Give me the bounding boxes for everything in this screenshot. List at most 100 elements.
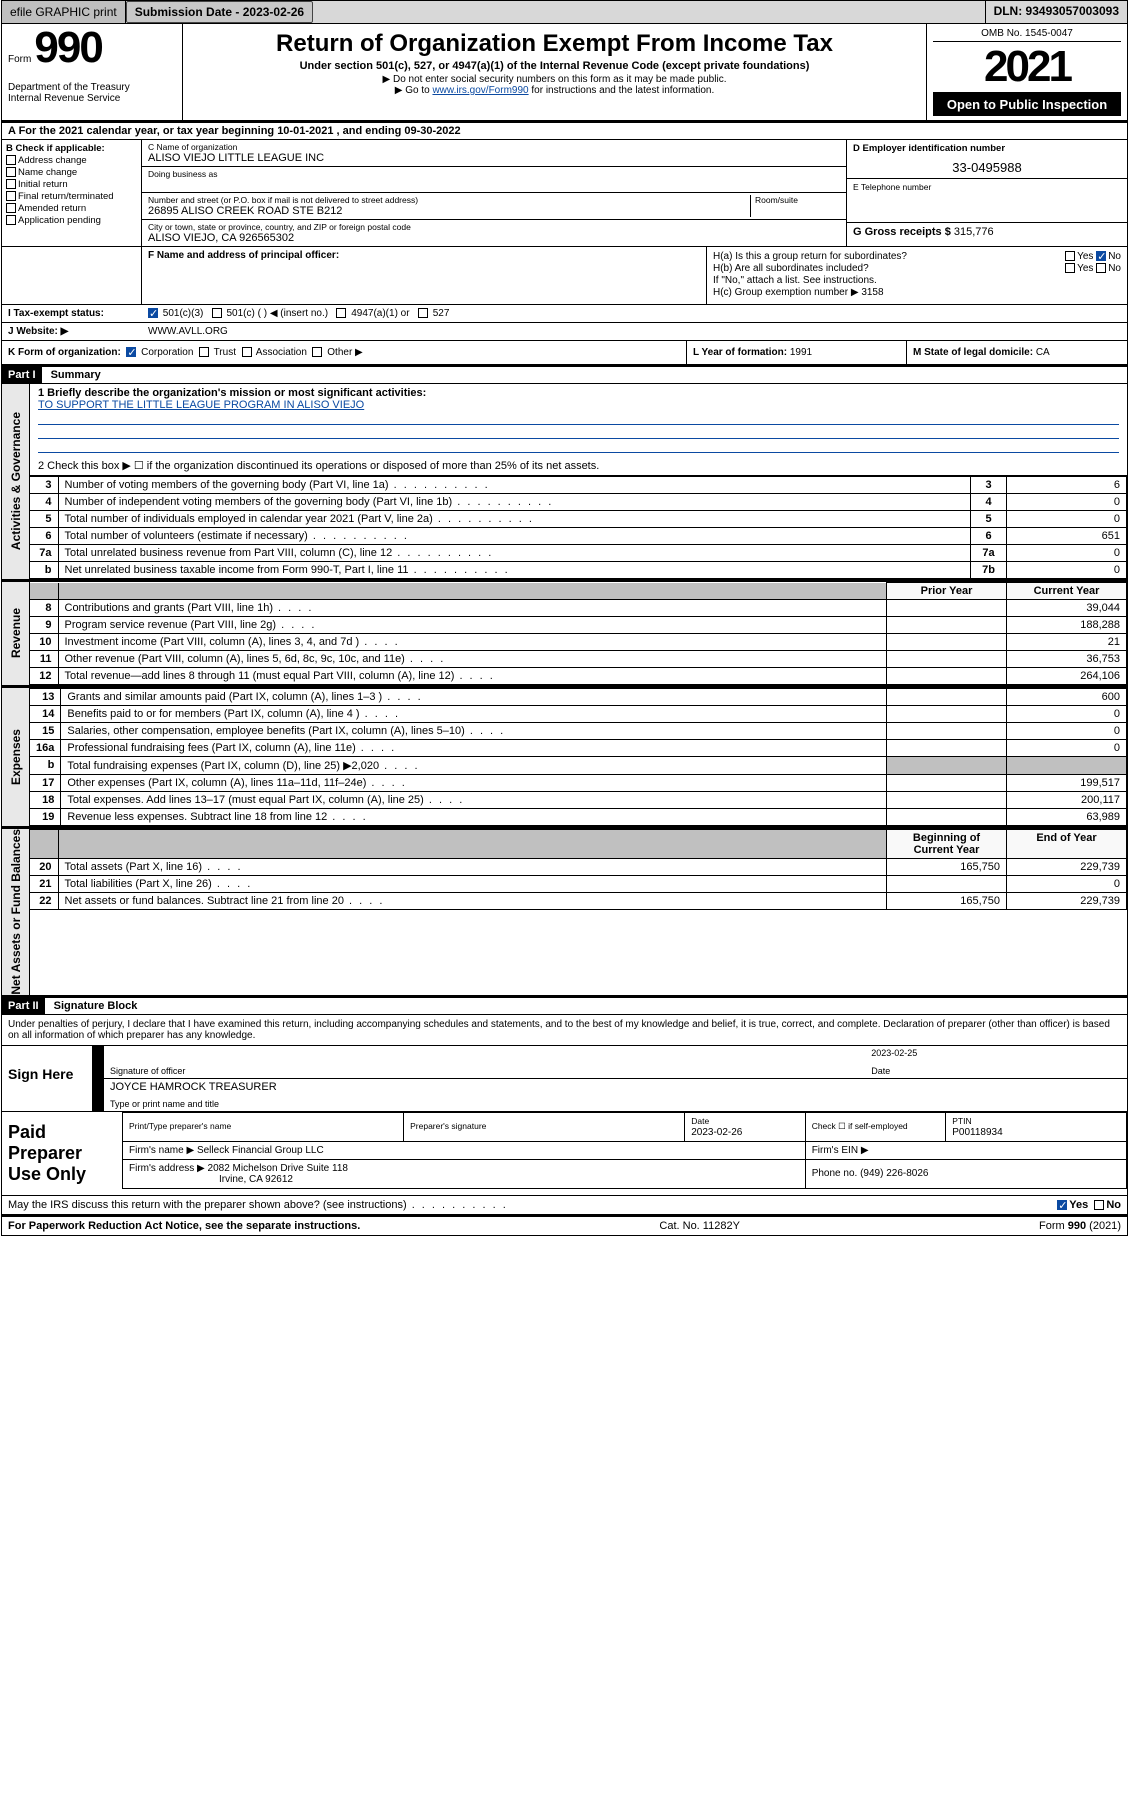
footer-left: For Paperwork Reduction Act Notice, see …: [8, 1220, 360, 1232]
part1-header: Part I: [2, 367, 42, 383]
paid-preparer-label: Paid Preparer Use Only: [2, 1112, 122, 1195]
col-begin: Beginning of Current Year: [887, 830, 1007, 859]
check-pending[interactable]: Application pending: [6, 215, 137, 226]
k-corp: Corporation: [141, 347, 193, 358]
top-bar: efile GRAPHIC print Submission Date - 20…: [2, 1, 1127, 24]
dept-label: Department of the Treasury Internal Reve…: [8, 82, 176, 104]
firm-name: Selleck Financial Group LLC: [197, 1145, 324, 1156]
f-label: F Name and address of principal officer:: [148, 250, 339, 261]
k-label: K Form of organization:: [8, 347, 121, 358]
hb-no: No: [1108, 263, 1121, 274]
form-header: Form 990 Department of the Treasury Inte…: [2, 24, 1127, 123]
hb-row: H(b) Are all subordinates included? Yes …: [713, 263, 1121, 274]
check-name[interactable]: Name change: [6, 167, 137, 178]
phone-label: Phone no.: [812, 1168, 858, 1179]
dba-label: Doing business as: [148, 169, 840, 179]
m-label: M State of legal domicile:: [913, 347, 1033, 358]
irs-link[interactable]: www.irs.gov/Form990: [432, 85, 528, 96]
hb-label: H(b) Are all subordinates included?: [713, 263, 869, 274]
prep-date: 2023-02-26: [691, 1127, 742, 1138]
sig-date: 2023-02-25: [871, 1048, 1121, 1066]
city-value: ALISO VIEJO, CA 926565302: [148, 232, 840, 244]
prep-date-label: Date: [691, 1116, 709, 1126]
l-value: 1991: [790, 347, 812, 358]
note-ssn: Do not enter social security numbers on …: [189, 74, 920, 85]
col-prior: Prior Year: [887, 583, 1007, 600]
penalty-text: Under penalties of perjury, I declare th…: [2, 1015, 1127, 1046]
opt-501c3: 501(c)(3): [163, 308, 204, 319]
hb-yes: Yes: [1077, 263, 1093, 274]
mission-text: TO SUPPORT THE LITTLE LEAGUE PROGRAM IN …: [38, 399, 364, 411]
f-value: [148, 261, 700, 301]
hc-value: 3158: [861, 287, 883, 298]
part2-header: Part II: [2, 998, 45, 1014]
note2-pre: Go to: [405, 85, 432, 96]
q2-line: 2 Check this box ▶ ☐ if the organization…: [30, 456, 1127, 476]
omb-number: OMB No. 1545-0047: [933, 28, 1121, 42]
discuss-yes: Yes: [1069, 1199, 1088, 1211]
check-address[interactable]: Address change: [6, 155, 137, 166]
room-label: Room/suite: [755, 195, 840, 205]
k-other: Other ▶: [327, 347, 362, 358]
sig-officer-label: Signature of officer: [110, 1066, 859, 1076]
vlabel-governance: Activities & Governance: [2, 384, 30, 579]
checks-title: B Check if applicable:: [6, 143, 105, 154]
phone-value: (949) 226-8026: [860, 1168, 928, 1179]
addr-label: Firm's address ▶: [129, 1163, 205, 1174]
sign-here-label: Sign Here: [2, 1046, 92, 1111]
check-initial[interactable]: Initial return: [6, 179, 137, 190]
q1-label: 1 Briefly describe the organization's mi…: [38, 387, 426, 399]
form-number: 990: [34, 23, 101, 72]
col-current: Current Year: [1007, 583, 1127, 600]
org-block: B Check if applicable: Address change Na…: [2, 140, 1127, 247]
vlabel-expenses: Expenses: [2, 688, 30, 826]
ha-label: H(a) Is this a group return for subordin…: [713, 251, 907, 262]
discuss-no: No: [1106, 1199, 1121, 1211]
tax-year: 2021: [933, 42, 1121, 93]
street-label: Number and street (or P.O. box if mail i…: [148, 195, 750, 205]
note2-post: for instructions and the latest informat…: [529, 85, 715, 96]
efile-label: efile GRAPHIC print: [2, 1, 126, 23]
hb-note: If "No," attach a list. See instructions…: [713, 275, 1121, 286]
prep-ptin-label: PTIN: [952, 1116, 971, 1126]
addr2: Irvine, CA 92612: [219, 1174, 293, 1185]
check-final[interactable]: Final return/terminated: [6, 191, 137, 202]
prep-ptin: P00118934: [952, 1127, 1002, 1138]
subtitle: Under section 501(c), 527, or 4947(a)(1)…: [189, 60, 920, 72]
rows-3-7: 3Number of voting members of the governi…: [30, 476, 1127, 579]
discuss-row: May the IRS discuss this return with the…: [2, 1196, 1127, 1217]
submission-button[interactable]: Submission Date - 2023-02-26: [126, 1, 313, 23]
spacer: [313, 1, 985, 23]
hc-row: H(c) Group exemption number ▶ 3158: [713, 287, 1121, 298]
ha-row: H(a) Is this a group return for subordin…: [713, 251, 1121, 262]
note-link: Go to www.irs.gov/Form990 for instructio…: [189, 85, 920, 96]
public-inspection: Open to Public Inspection: [933, 93, 1121, 116]
k-assoc: Association: [256, 347, 307, 358]
footer-right: Form 990 (2021): [1039, 1220, 1121, 1232]
l-label: L Year of formation:: [693, 347, 787, 358]
opt-4947: 4947(a)(1) or: [351, 308, 409, 319]
line-a: A For the 2021 calendar year, or tax yea…: [2, 123, 1127, 140]
revenue-table: Prior Year Current Year 8Contributions a…: [30, 582, 1127, 685]
opt-527: 527: [433, 308, 450, 319]
city-label: City or town, state or province, country…: [148, 222, 840, 232]
expenses-table: 13Grants and similar amounts paid (Part …: [30, 688, 1127, 826]
officer-name: JOYCE HAMROCK TREASURER: [110, 1081, 1121, 1099]
hc-label: H(c) Group exemption number ▶: [713, 287, 859, 298]
addr1: 2082 Michelson Drive Suite 118: [208, 1163, 348, 1174]
main-title: Return of Organization Exempt From Incom…: [189, 30, 920, 58]
opt-501c: 501(c) ( ) ◀ (insert no.): [226, 308, 328, 319]
street-value: 26895 ALISO CREEK ROAD STE B212: [148, 205, 750, 217]
tel-label: E Telephone number: [853, 182, 1121, 192]
preparer-table: Print/Type preparer's name Preparer's si…: [122, 1112, 1127, 1189]
sig-date-label: Date: [871, 1066, 1121, 1076]
prep-print-label: Print/Type preparer's name: [129, 1121, 231, 1131]
ha-no: No: [1108, 251, 1121, 262]
check-amended[interactable]: Amended return: [6, 203, 137, 214]
i-label: I Tax-exempt status:: [8, 308, 104, 319]
discuss-q: May the IRS discuss this return with the…: [8, 1199, 508, 1211]
footer-mid: Cat. No. 11282Y: [659, 1220, 740, 1232]
ein-label: D Employer identification number: [853, 143, 1121, 154]
org-name: ALISO VIEJO LITTLE LEAGUE INC: [148, 152, 840, 164]
officer-name-label: Type or print name and title: [110, 1099, 1121, 1109]
